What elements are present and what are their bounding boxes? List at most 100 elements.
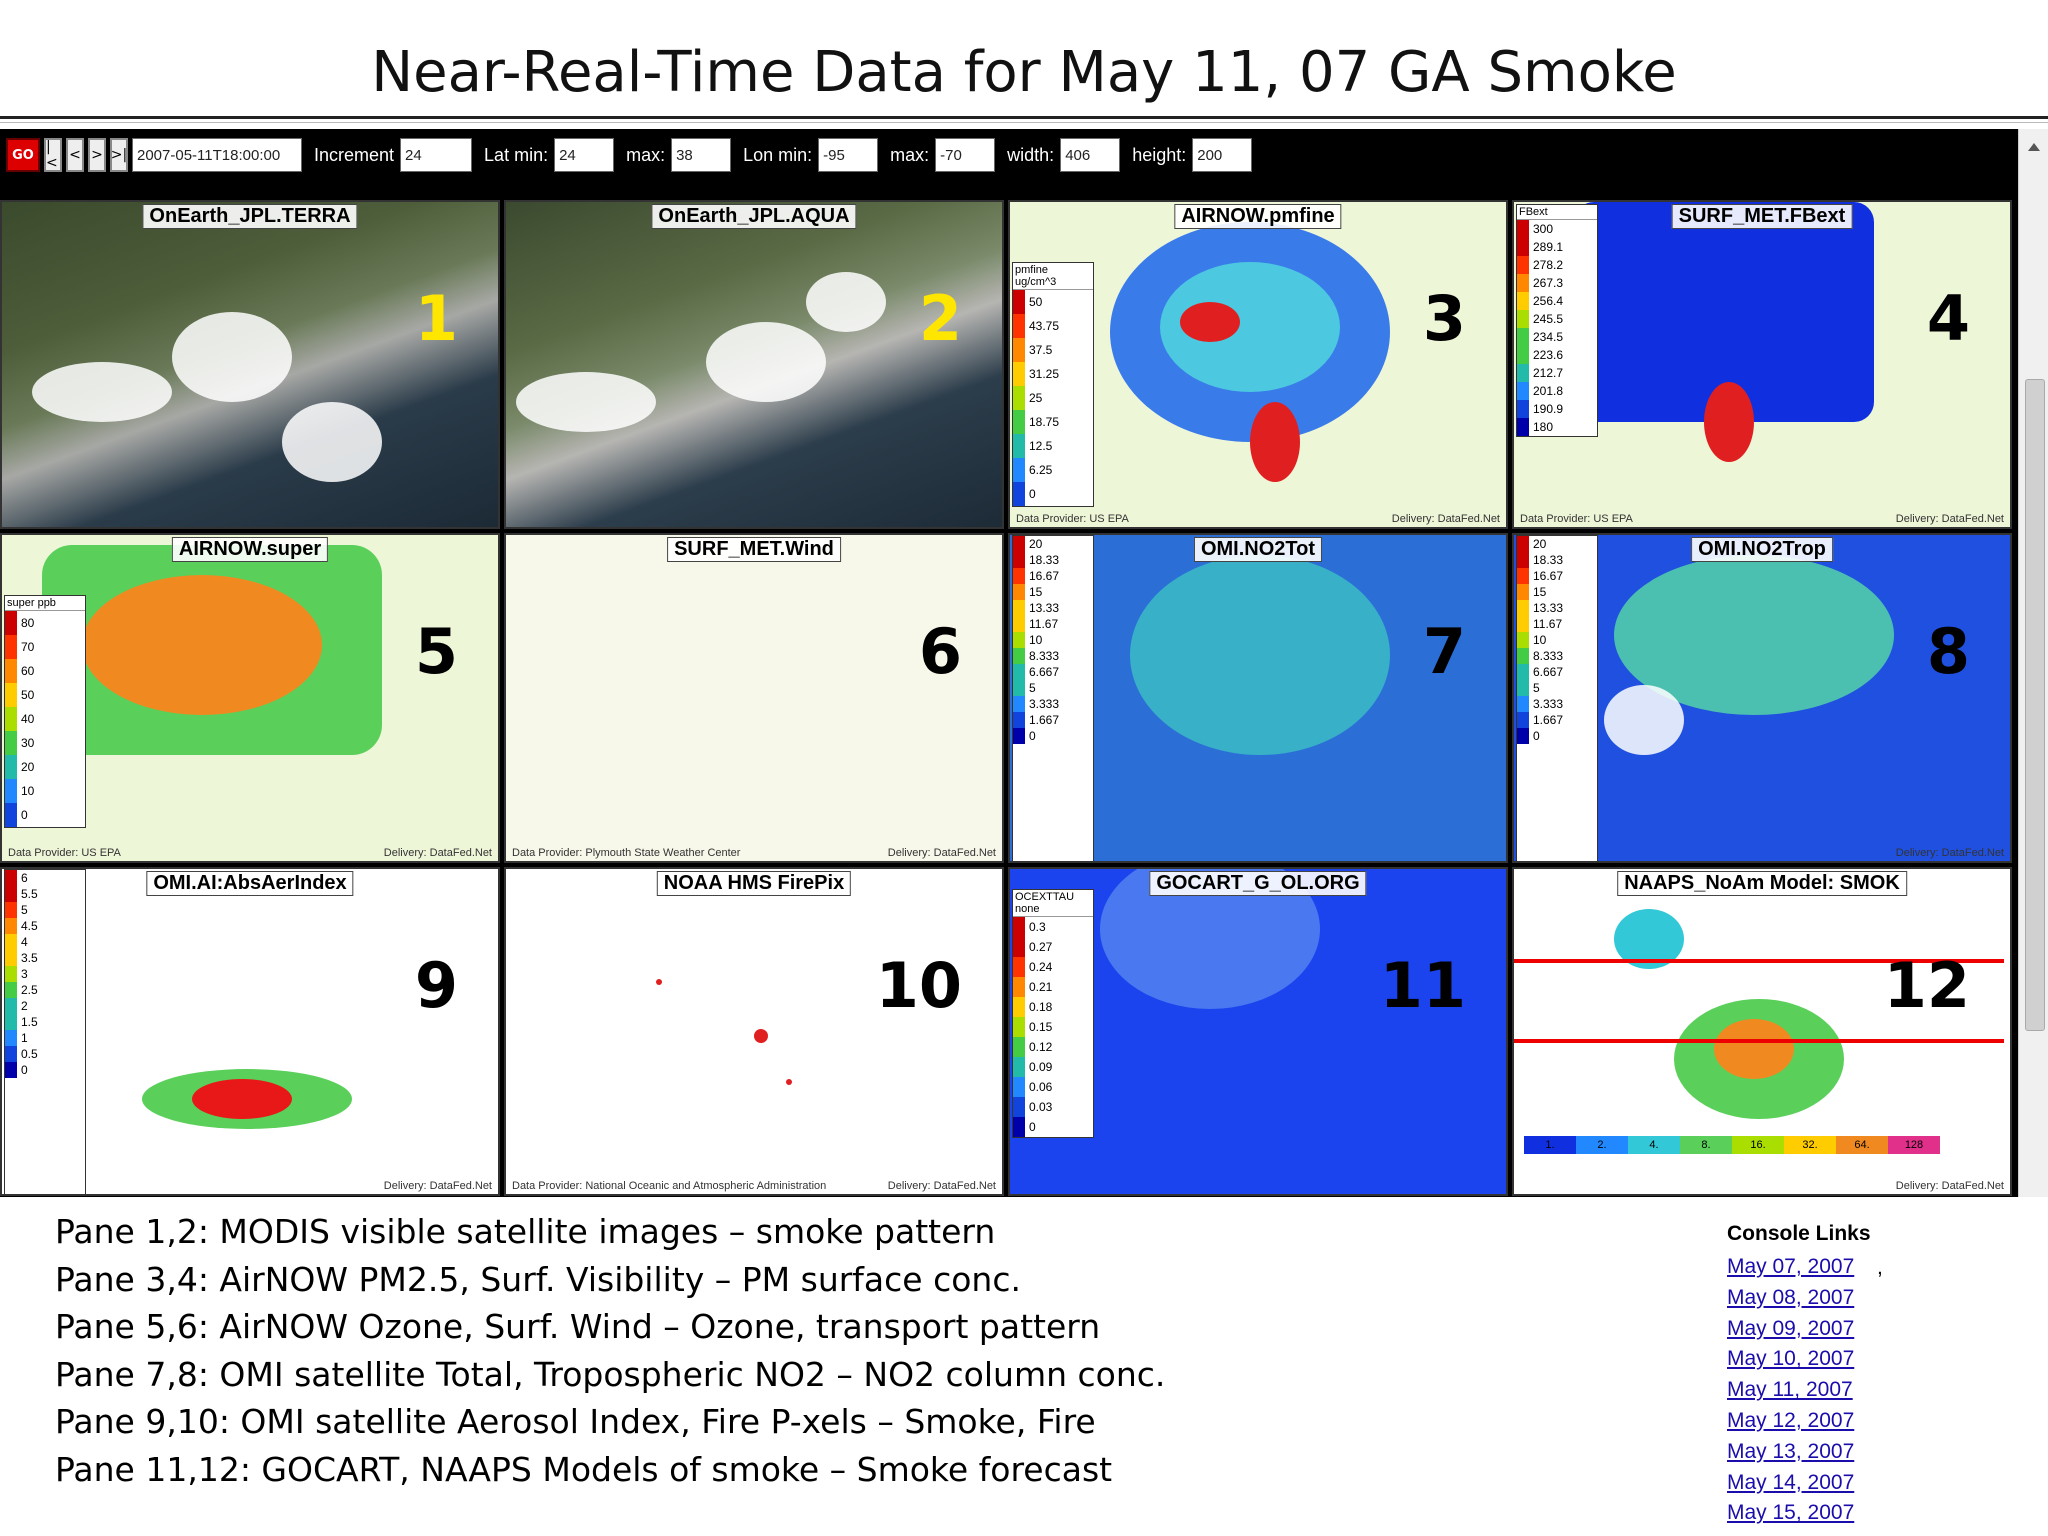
prev-button[interactable]: <	[66, 138, 84, 172]
legend-swatch	[1013, 1076, 1025, 1097]
legend-value: 1.667	[1533, 713, 1564, 728]
legend-swatch	[1013, 1036, 1025, 1057]
legend-value: 0.21	[1029, 979, 1053, 994]
pane-airnow-super[interactable]: AIRNOW.super super ppb 80 70 60 50 40 30 20 10 0…	[0, 533, 500, 863]
scroll-thumb[interactable]	[2025, 379, 2045, 1031]
scale-step: 16.	[1732, 1136, 1784, 1154]
go-button[interactable]: GO	[6, 138, 40, 172]
legend-value: 0.24	[1029, 959, 1053, 974]
console-link[interactable]: May 14, 2007	[1727, 1470, 1855, 1494]
title-divider	[0, 116, 2048, 119]
delivery-credit: Delivery: DataFed.Net	[1895, 846, 2004, 859]
pane-omi-no2trop[interactable]: OMI.NO2Trop 20 18.33 16.67 15 13.33 11.67 10 8.…	[1512, 533, 2012, 863]
legend-swatch	[1013, 956, 1025, 977]
pane-terra[interactable]: OnEarth_JPL.TERRA 1	[0, 200, 500, 530]
legend-value: 16.67	[1029, 569, 1060, 584]
legend-swatch	[1013, 936, 1025, 957]
legend-swatch	[1013, 1056, 1025, 1077]
legend-swatch	[5, 659, 17, 684]
legend-row: 0.12	[1013, 1036, 1093, 1057]
pane-gocart[interactable]: GOCART_G_OL.ORG OCEXTTAU none 0.3 0.27 0.2…	[1008, 866, 1508, 1196]
console-link[interactable]: May 08, 2007	[1727, 1285, 1855, 1309]
legend-swatch	[1013, 712, 1025, 729]
legend-swatch	[1517, 400, 1529, 418]
legend-swatch	[1013, 648, 1025, 665]
legend-swatch	[1013, 996, 1025, 1017]
data-provider: Data Provider: US EPA	[8, 846, 121, 859]
caption-list: Pane 1,2: MODIS visible satellite images…	[55, 1208, 1165, 1493]
scroll-up-arrow[interactable]	[2028, 143, 2040, 151]
legend-row: 1.667	[1517, 712, 1597, 729]
pane-number: 10	[875, 948, 962, 1022]
first-button[interactable]: |<	[44, 138, 62, 172]
color-legend: pmfine ug/cm^3 50 43.75 37.5 31.25 25 18.75 12…	[1012, 262, 1094, 507]
last-button[interactable]: >|	[110, 138, 128, 172]
legend-value: 256.4	[1533, 294, 1564, 308]
legend-swatch	[1517, 364, 1529, 382]
lon-max-input[interactable]: -70	[935, 138, 996, 172]
pane-noaa-firepix[interactable]: NOAA HMS FirePix 10 Data Provider: Natio…	[504, 866, 1004, 1196]
legend-title: FBext	[1517, 205, 1597, 220]
pane-number: 8	[1926, 615, 1970, 689]
legend-row: 212.7	[1517, 364, 1597, 382]
legend-swatch	[1013, 338, 1025, 362]
pane-omi-ai[interactable]: OMI.AI:AbsAerIndex 6 5.5 5 4.5 4 3.5 3 2.5 2 1.5 1…	[0, 866, 500, 1196]
legend-swatch	[1517, 632, 1529, 649]
lon-min-label: Lon min:	[743, 144, 813, 165]
pane-title: AIRNOW.super	[171, 537, 329, 563]
legend-swatch	[5, 635, 17, 660]
legend-row: 80	[5, 611, 85, 636]
pane-aqua[interactable]: OnEarth_JPL.AQUA 2	[504, 200, 1004, 530]
pane-surf-met-wind[interactable]: SURF_MET.Wind 6 Data Provider: Plymouth …	[504, 533, 1004, 863]
datetime-input[interactable]: 2007-05-11T18:00:00	[132, 138, 302, 172]
pane-naaps[interactable]: NAAPS_NoAm Model: SMOK 1. 2. 4. 8. 16. 32. 64.…	[1512, 866, 2012, 1196]
legend-value: 278.2	[1533, 258, 1564, 272]
scrollbar[interactable]	[2018, 129, 2048, 1197]
console-link[interactable]: May 10, 2007	[1727, 1347, 1855, 1371]
console-link[interactable]: May 11, 2007	[1727, 1378, 1853, 1402]
legend-row: 10	[1013, 632, 1093, 649]
legend-row: 267.3	[1517, 274, 1597, 292]
legend-swatch	[1013, 386, 1025, 410]
legend-value: 13.33	[1029, 601, 1060, 616]
legend-swatch	[1013, 362, 1025, 386]
legend-swatch	[5, 869, 17, 886]
width-label: width:	[1007, 144, 1055, 165]
pane-number: 1	[414, 282, 458, 355]
legend-value: 12.5	[1029, 439, 1053, 453]
color-legend: 20 18.33 16.67 15 13.33 11.67 10 8.333 6.667 5 3.3…	[1516, 535, 1598, 861]
legend-row: 10	[1517, 632, 1597, 649]
caption-line: Pane 5,6: AirNOW Ozone, Surf. Wind – Ozo…	[55, 1307, 1101, 1346]
lat-min-input[interactable]: 24	[554, 138, 615, 172]
pane-airnow-pmfine[interactable]: AIRNOW.pmfine pmfine ug/cm^3 50 43.75 37.5…	[1008, 200, 1508, 530]
legend-value: 43.75	[1029, 319, 1060, 333]
width-input[interactable]: 406	[1060, 138, 1121, 172]
pane-omi-no2tot[interactable]: OMI.NO2Tot 20 18.33 16.67 15 13.33 11.67 10 8.3…	[1008, 533, 1508, 863]
lon-min-input[interactable]: -95	[818, 138, 879, 172]
legend-value: 5	[21, 902, 28, 917]
height-input[interactable]: 200	[1192, 138, 1253, 172]
legend-value: 0.18	[1029, 999, 1053, 1014]
lat-max-input[interactable]: 38	[671, 138, 732, 172]
console-link[interactable]: May 09, 2007	[1727, 1316, 1855, 1340]
legend-value: 13.33	[1533, 601, 1564, 616]
pane-surf-met-fbext[interactable]: SURF_MET.FBext FBext 300 289.1 278.2 267.3 2…	[1512, 200, 2012, 530]
legend-title: OCEXTTAU none	[1013, 890, 1093, 917]
legend-swatch	[1013, 568, 1025, 585]
console-link[interactable]: May 12, 2007	[1727, 1408, 1855, 1432]
pane-title: SURF_MET.Wind	[667, 537, 841, 563]
legend-swatch	[1517, 220, 1529, 238]
legend-swatch	[1013, 552, 1025, 569]
legend-value: 5	[1029, 681, 1036, 696]
increment-input[interactable]: 24	[400, 138, 473, 172]
console-link[interactable]: May 07, 2007	[1727, 1255, 1855, 1278]
legend-swatch	[1013, 664, 1025, 681]
legend-row: 20	[1517, 536, 1597, 553]
legend-row: 0	[1517, 728, 1597, 745]
next-button[interactable]: >	[88, 138, 106, 172]
legend-value: 8.333	[1533, 649, 1564, 664]
legend-value: 5	[1533, 681, 1540, 696]
legend-row: 3.333	[1013, 696, 1093, 713]
console-link[interactable]: May 13, 2007	[1727, 1439, 1855, 1463]
console-link[interactable]: May 15, 2007	[1727, 1501, 1855, 1525]
